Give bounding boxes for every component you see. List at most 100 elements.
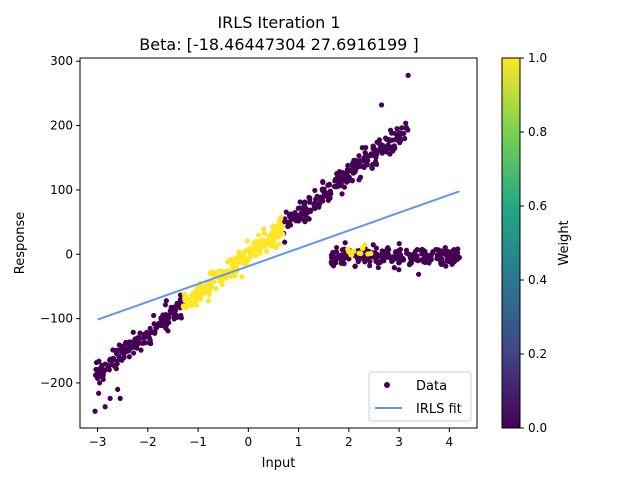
data-point [225,259,231,265]
data-point [106,367,112,373]
data-point [387,127,394,133]
y-tick-label: 300 [50,54,73,68]
data-point [96,390,102,396]
data-point [102,404,108,410]
data-point [363,144,369,151]
data-point [162,302,168,308]
data-point [367,258,373,265]
data-point [338,182,344,188]
legend-entry-fit: IRLS fit [416,402,462,417]
data-point [126,354,132,360]
data-point [438,261,444,268]
data-point [110,347,116,353]
y-tick-label: −200 [40,376,73,390]
data-point [147,340,153,346]
y-tick-label: −100 [40,312,73,326]
data-point [397,140,403,146]
data-point [305,209,311,216]
data-point [205,288,211,294]
plot-frame [79,57,478,429]
data-point [302,199,308,205]
data-point [197,296,203,302]
data-point [282,239,288,245]
data-point [351,157,357,163]
data-point [394,126,400,132]
data-point [126,348,132,354]
data-point [346,248,352,254]
x-tick-label: 0 [245,435,253,449]
data-point [302,219,308,225]
data-point [267,236,273,242]
data-point [121,355,127,361]
data-point [368,152,374,158]
data-point [113,366,119,372]
data-point [405,72,411,78]
data-point [408,258,414,264]
data-point [288,216,295,222]
data-point [152,330,158,336]
data-point [364,162,370,168]
data-point [130,342,136,348]
y-axis-label: Response [13,212,28,274]
data-point [368,250,374,257]
data-point [239,274,245,280]
colorbar-tick-label: 0.6 [528,199,547,213]
colorbar-ticks: 0.0 0.2 0.4 0.6 0.8 1.0 [520,51,547,435]
data-point [340,254,346,261]
data-point [442,245,448,251]
data-point [164,321,170,327]
data-point [219,282,225,288]
colorbar-tick-label: 0.0 [528,421,547,435]
colorbar-gradient [502,58,520,428]
data-point [135,337,141,343]
y-tick-label: 100 [50,183,73,197]
data-point [332,178,338,184]
data-point [117,395,123,401]
data-point [379,248,385,254]
data-point [330,253,336,259]
data-point [342,240,348,246]
data-point [258,237,264,243]
data-point [280,231,286,237]
x-tick-label: −2 [139,435,157,449]
data-point [181,291,187,297]
data-point [338,260,344,266]
colorbar: 0.0 0.2 0.4 0.6 0.8 1.0 Weight [501,51,572,435]
data-point [114,358,120,365]
data-point [321,190,327,196]
data-point [426,259,432,266]
data-point [273,245,279,251]
data-point [223,275,229,281]
data-point [306,216,312,222]
data-point [454,250,461,256]
data-point [178,315,184,321]
data-point [283,209,289,215]
data-point [285,223,291,230]
y-tick-label: 200 [50,119,73,133]
colorbar-label: Weight [557,220,572,265]
data-point [358,250,364,257]
data-point [328,259,334,265]
x-tick-label: −1 [189,435,207,449]
data-point [168,304,174,310]
data-point [114,347,120,353]
data-point [272,236,278,242]
data-point [352,263,358,269]
data-point [277,221,283,227]
data-point [391,265,397,271]
data-point [234,256,240,262]
data-point [115,386,121,392]
data-point [141,333,147,339]
data-point [99,362,105,368]
data-point [165,328,171,334]
data-point [109,362,115,368]
data-point [396,241,402,247]
data-point [365,158,371,164]
data-point [275,225,281,231]
data-point [151,312,157,319]
data-point [174,314,180,320]
data-point [402,135,408,142]
data-point [333,244,340,251]
data-point [335,255,342,261]
